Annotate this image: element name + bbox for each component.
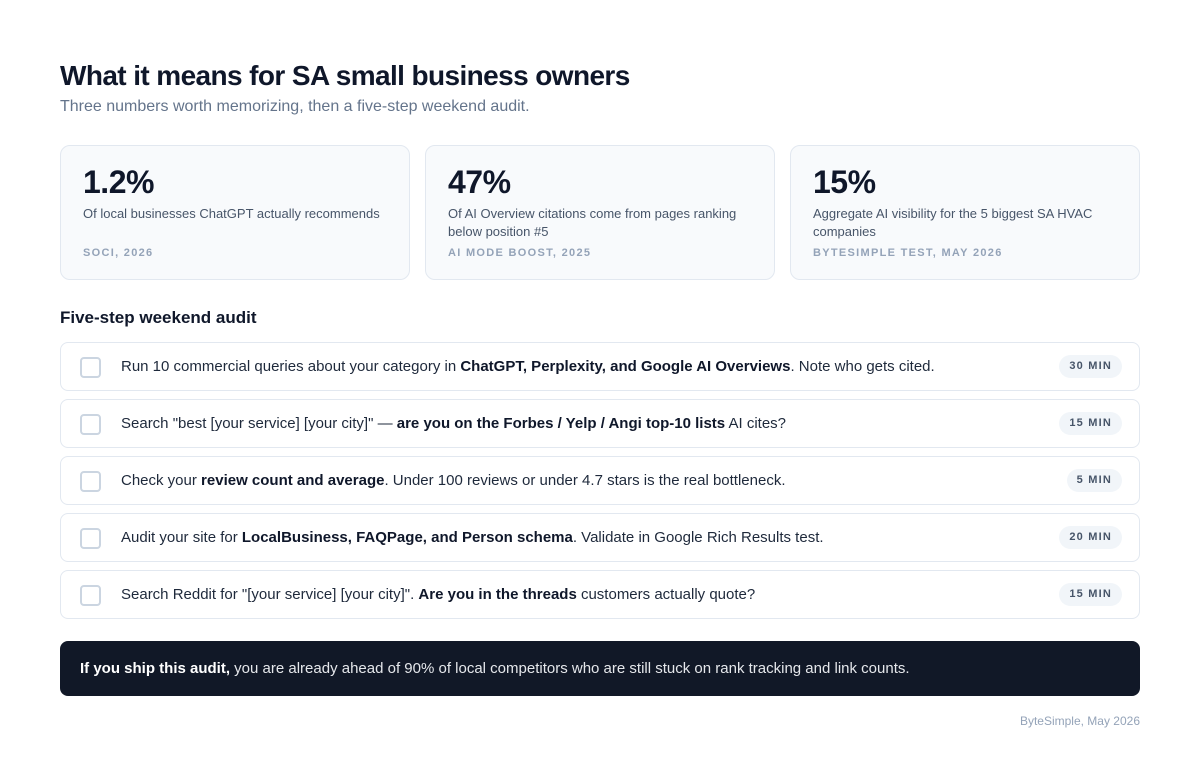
step-text-bold: LocalBusiness, FAQPage, and Person schem… [241,529,573,546]
audit-step: Run 10 commercial queries about your cat… [60,342,1140,391]
page-title: What it means for SA small business owne… [60,60,630,91]
stat-card: 1.2% Of local businesses ChatGPT actuall… [60,145,410,280]
audit-heading: Five-step weekend audit [60,308,257,327]
step-text-part: customers actually quote? [576,586,756,603]
step-text-part: Check your [121,472,202,489]
time-badge: 15 MIN [1059,412,1122,435]
step-checkbox[interactable] [80,357,101,378]
stats-row: 1.2% Of local businesses ChatGPT actuall… [60,145,1140,280]
step-text: Check your review count and average. Und… [121,457,786,504]
footer-credit: ByteSimple, May 2026 [1019,714,1140,728]
stat-description: Of AI Overview citations come from pages… [448,206,737,239]
step-text: Run 10 commercial queries about your cat… [121,343,935,390]
stat-source: AI MODE BOOST, 2025 [448,247,592,259]
stat-description: Of local businesses ChatGPT actually rec… [83,206,380,221]
step-text-part: Audit your site for [121,529,242,546]
time-badge: 15 MIN [1059,583,1122,606]
audit-step: Search "best [your service] [your city]"… [60,399,1140,448]
stat-source: BYTESIMPLE TEST, MAY 2026 [813,247,1003,259]
step-text-part: Search "best [your service] [your city]"… [121,415,397,432]
time-badge: 30 MIN [1059,355,1122,378]
stat-value: 15% [813,164,876,200]
step-text-bold: Are you in the threads [418,586,577,603]
time-badge: 5 MIN [1066,469,1122,492]
step-text-bold: are you on the Forbes / Yelp / Angi top-… [396,415,726,432]
time-badge: 20 MIN [1059,526,1122,549]
step-text-part: Run 10 commercial queries about your cat… [121,358,461,375]
step-text-part: Search Reddit for "[your service] [your … [121,586,419,603]
step-checkbox[interactable] [80,528,101,549]
callout-banner: If you ship this audit, you are already … [60,641,1140,696]
step-checkbox[interactable] [80,471,101,492]
page-subtitle: Three numbers worth memorizing, then a f… [60,98,530,115]
audit-step: Check your review count and average. Und… [60,456,1140,505]
step-text: Search "best [your service] [your city]"… [121,400,786,447]
step-text-bold: review count and average [201,472,385,489]
step-text-part: . Validate in Google Rich Results test. [572,529,824,546]
step-text-part: . Under 100 reviews or under 4.7 stars i… [384,472,786,489]
stat-card: 15% Aggregate AI visibility for the 5 bi… [790,145,1140,280]
stat-description: Aggregate AI visibility for the 5 bigges… [813,206,1093,239]
stat-value: 1.2% [83,164,154,200]
stat-source: SOCI, 2026 [83,247,154,259]
stat-card: 47% Of AI Overview citations come from p… [425,145,775,280]
audit-step: Audit your site for LocalBusiness, FAQPa… [60,513,1140,562]
banner-bold: If you ship this audit, [80,660,230,677]
stat-value: 47% [448,164,511,200]
audit-step: Search Reddit for "[your service] [your … [60,570,1140,619]
step-text: Search Reddit for "[your service] [your … [121,571,755,618]
step-text-part: AI cites? [725,415,787,432]
audit-checklist: Run 10 commercial queries about your cat… [60,342,1140,627]
step-text: Audit your site for LocalBusiness, FAQPa… [121,514,824,561]
step-checkbox[interactable] [80,585,101,606]
step-text-bold: ChatGPT, Perplexity, and Google AI Overv… [460,358,791,375]
step-checkbox[interactable] [80,414,101,435]
banner-text: you are already ahead of 90% of local co… [230,660,910,677]
step-text-part: . Note who gets cited. [790,358,935,375]
